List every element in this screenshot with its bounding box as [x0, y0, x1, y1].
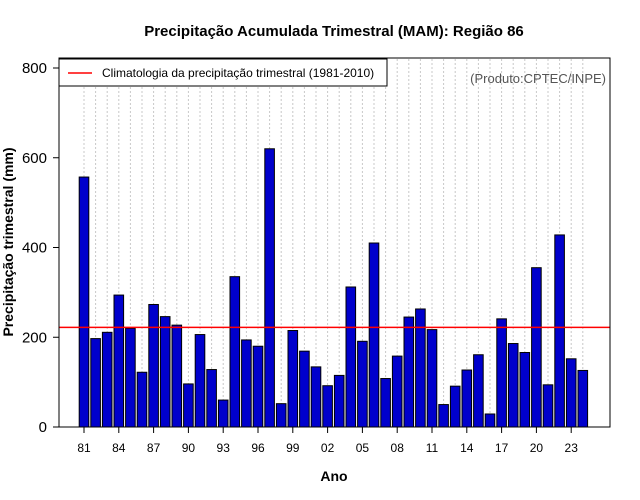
bar-2013: [449, 385, 461, 428]
bar-2003: [333, 374, 345, 428]
credit-label: (Produto:CPTEC/INPE): [470, 71, 606, 86]
bar-1988: [159, 316, 171, 428]
x-tick-label: 87: [147, 441, 161, 455]
bar-2009: [403, 316, 415, 428]
bar-1989: [171, 324, 183, 428]
x-tick-label: 96: [251, 441, 265, 455]
bar-2018: [507, 343, 519, 428]
legend-label: Climatologia da precipitação trimestral …: [102, 66, 374, 80]
y-tick-label: 400: [22, 240, 47, 257]
x-tick-label: 14: [460, 441, 474, 455]
bar-1991: [194, 334, 206, 428]
bar-1993: [217, 399, 229, 428]
bar-2016: [484, 413, 496, 428]
bar-1997: [264, 148, 275, 428]
bar-2024: [577, 369, 589, 428]
plot-frame: [58, 57, 611, 428]
bar-1983: [101, 331, 113, 428]
bar-2002: [322, 385, 333, 428]
y-axis-label: Precipitação trimestral (mm): [0, 147, 16, 336]
bar-1995: [241, 339, 252, 428]
bar-2000: [299, 350, 310, 428]
x-tick-label: 05: [356, 441, 370, 455]
x-tick-label: 17: [495, 441, 509, 455]
bar-1981: [78, 176, 90, 428]
bar-2007: [380, 378, 391, 428]
x-tick-label: 11: [426, 441, 439, 455]
legend: Climatologia da precipitação trimestral …: [58, 58, 388, 87]
x-tick-label: 99: [286, 441, 300, 455]
x-tick-label: 08: [391, 441, 405, 455]
x-axis-label: Ano: [320, 468, 347, 484]
bar-2001: [310, 366, 322, 428]
bar-1985: [125, 327, 136, 428]
bar-2023: [565, 358, 577, 428]
x-axis: 81 84 87 90 93 96 99 02 05 08 11 14 17 20 23: [77, 427, 578, 455]
y-tick-label: 200: [22, 329, 47, 346]
x-tick-label: 81: [77, 441, 91, 455]
bar-1986: [136, 371, 148, 428]
bar-2015: [473, 354, 484, 428]
bar-2008: [391, 355, 403, 428]
bar-1990: [183, 383, 194, 428]
bar-2014: [461, 369, 473, 428]
bar-2022: [554, 234, 565, 428]
bar-2012: [438, 404, 449, 428]
x-tick-label: 20: [530, 441, 544, 455]
x-tick-label: 93: [217, 441, 231, 455]
x-tick-label: 23: [565, 441, 579, 455]
bar-2005: [357, 340, 368, 428]
bar-2004: [345, 286, 357, 428]
bar-1998: [275, 403, 287, 428]
bars: [78, 148, 589, 428]
x-tick-label: 02: [321, 441, 335, 455]
y-tick-label: 800: [22, 60, 47, 77]
bar-2020: [531, 267, 542, 428]
bar-1984: [113, 294, 125, 428]
y-axis: 0 200 400 600 800: [22, 60, 59, 436]
y-tick-label: 600: [22, 150, 47, 167]
bar-1994: [229, 276, 241, 428]
bar-2019: [519, 352, 531, 428]
bar-2021: [542, 384, 554, 428]
bar-2011: [426, 329, 438, 428]
bar-1992: [206, 369, 217, 428]
bar-1996: [252, 345, 264, 428]
bar-1982: [90, 338, 101, 428]
x-tick-label: 90: [182, 441, 196, 455]
legend-box: [58, 58, 388, 87]
x-tick-label: 84: [112, 441, 126, 455]
y-tick-label: 0: [39, 419, 47, 436]
bar-1987: [148, 303, 159, 428]
bar-2006: [368, 242, 380, 428]
chart-title: Precipitação Acumulada Trimestral (MAM):…: [144, 23, 524, 40]
bar-2017: [496, 318, 507, 428]
bar-1999: [287, 330, 299, 428]
